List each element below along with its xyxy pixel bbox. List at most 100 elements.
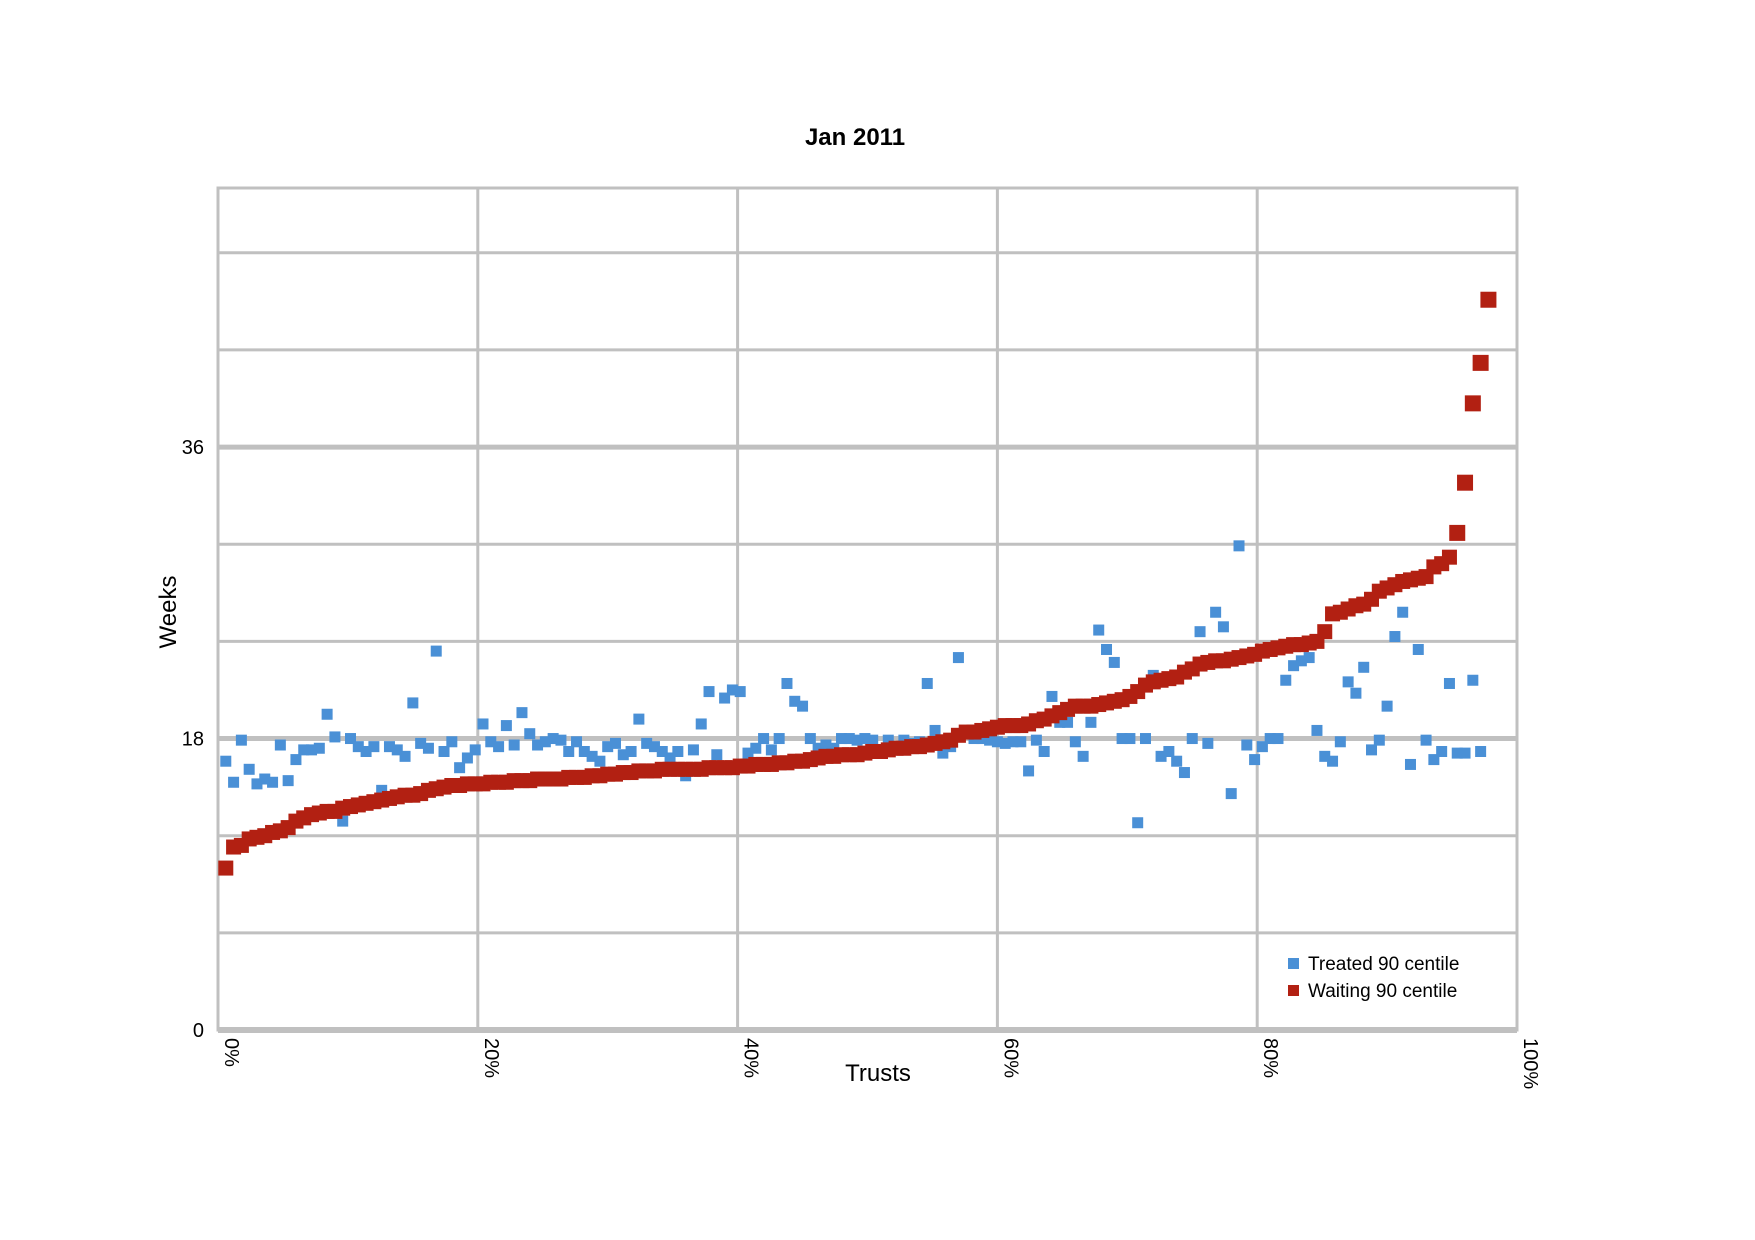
treated-point (1319, 750, 1331, 762)
treated-point (446, 736, 458, 748)
y-axis-label: Weeks (155, 576, 182, 649)
treated-point (1132, 817, 1144, 829)
treated-point (235, 734, 247, 746)
treated-point (438, 745, 450, 757)
treated-point (1046, 690, 1058, 702)
treated-point (859, 733, 871, 745)
treated-point (1171, 755, 1183, 767)
series-treated (220, 540, 1487, 829)
x-axis-label: Trusts (845, 1060, 911, 1087)
treated-point (851, 734, 863, 746)
treated-point (836, 733, 848, 745)
treated-point (882, 734, 894, 746)
waiting-point (1464, 395, 1481, 412)
treated-point (1467, 674, 1479, 686)
treated-point (1404, 758, 1416, 770)
x-tick-label: 20% (480, 1038, 502, 1078)
treated-point (329, 731, 341, 743)
treated-point (454, 762, 466, 774)
treated-point (1139, 733, 1151, 745)
treated-point (1186, 733, 1198, 745)
treated-point (602, 741, 614, 753)
treated-point (1163, 745, 1175, 757)
treated-point (524, 728, 536, 740)
treated-point (797, 700, 809, 712)
treated-point (664, 752, 676, 764)
treated-point (695, 718, 707, 730)
treated-point (1085, 716, 1097, 728)
treated-point (399, 750, 411, 762)
treated-point (290, 754, 302, 766)
treated-point (1101, 643, 1113, 655)
treated-point (321, 708, 333, 720)
treated-point (267, 776, 279, 788)
treated-point (1280, 674, 1292, 686)
treated-point (360, 745, 372, 757)
treated-point (734, 686, 746, 698)
treated-point (1178, 767, 1190, 779)
treated-point (1241, 739, 1253, 751)
treated-point (1054, 716, 1066, 728)
treated-point (672, 745, 684, 757)
treated-point (921, 677, 933, 689)
treated-point (641, 737, 653, 749)
treated-point (282, 775, 294, 787)
treated-point (633, 713, 645, 725)
treated-point (555, 734, 567, 746)
treated-point (765, 744, 777, 756)
treated-point (376, 784, 388, 796)
treated-point (477, 718, 489, 730)
treated-point (952, 652, 964, 664)
legend-swatch-treated (1288, 958, 1299, 969)
treated-point (228, 776, 240, 788)
treated-point (532, 739, 544, 751)
treated-point (1397, 606, 1409, 618)
treated-point (1288, 660, 1300, 672)
treated-point (243, 763, 255, 775)
treated-point (804, 733, 816, 745)
treated-point (1475, 745, 1487, 757)
treated-point (1366, 744, 1378, 756)
treated-point (976, 733, 988, 745)
treated-point (500, 720, 512, 732)
treated-point (687, 744, 699, 756)
treated-point (274, 739, 286, 751)
treated-point (469, 744, 481, 756)
treated-point (773, 733, 785, 745)
treated-point (1334, 736, 1346, 748)
treated-point (742, 747, 754, 759)
treated-point (1428, 754, 1440, 766)
treated-point (1210, 606, 1222, 618)
treated-point (1303, 652, 1315, 664)
treated-point (391, 744, 403, 756)
treated-point (937, 747, 949, 759)
treated-point (1451, 747, 1463, 759)
treated-point (1420, 734, 1432, 746)
treated-point (344, 733, 356, 745)
treated-point (1342, 676, 1354, 688)
treated-point (259, 773, 271, 785)
treated-point (1217, 621, 1229, 633)
x-tick-label: 100% (1519, 1038, 1541, 1089)
treated-point (1249, 754, 1261, 766)
chart-title: Jan 2011 (805, 124, 905, 151)
treated-point (1225, 788, 1237, 800)
treated-point (1443, 677, 1455, 689)
treated-point (991, 736, 1003, 748)
treated-point (656, 745, 668, 757)
x-tick-label: 40% (740, 1038, 762, 1078)
treated-point (1077, 750, 1089, 762)
treated-point (828, 742, 840, 754)
series-waiting (218, 291, 1497, 876)
treated-point (1015, 736, 1027, 748)
waiting-point (1317, 624, 1333, 640)
y-tick-label: 0 (193, 1020, 204, 1042)
treated-point (898, 734, 910, 746)
waiting-point (1449, 524, 1466, 541)
treated-point (1412, 643, 1424, 655)
treated-point (1311, 724, 1323, 736)
treated-point (306, 744, 318, 756)
treated-point (508, 739, 520, 751)
y-tick-label: 36 (182, 437, 204, 459)
